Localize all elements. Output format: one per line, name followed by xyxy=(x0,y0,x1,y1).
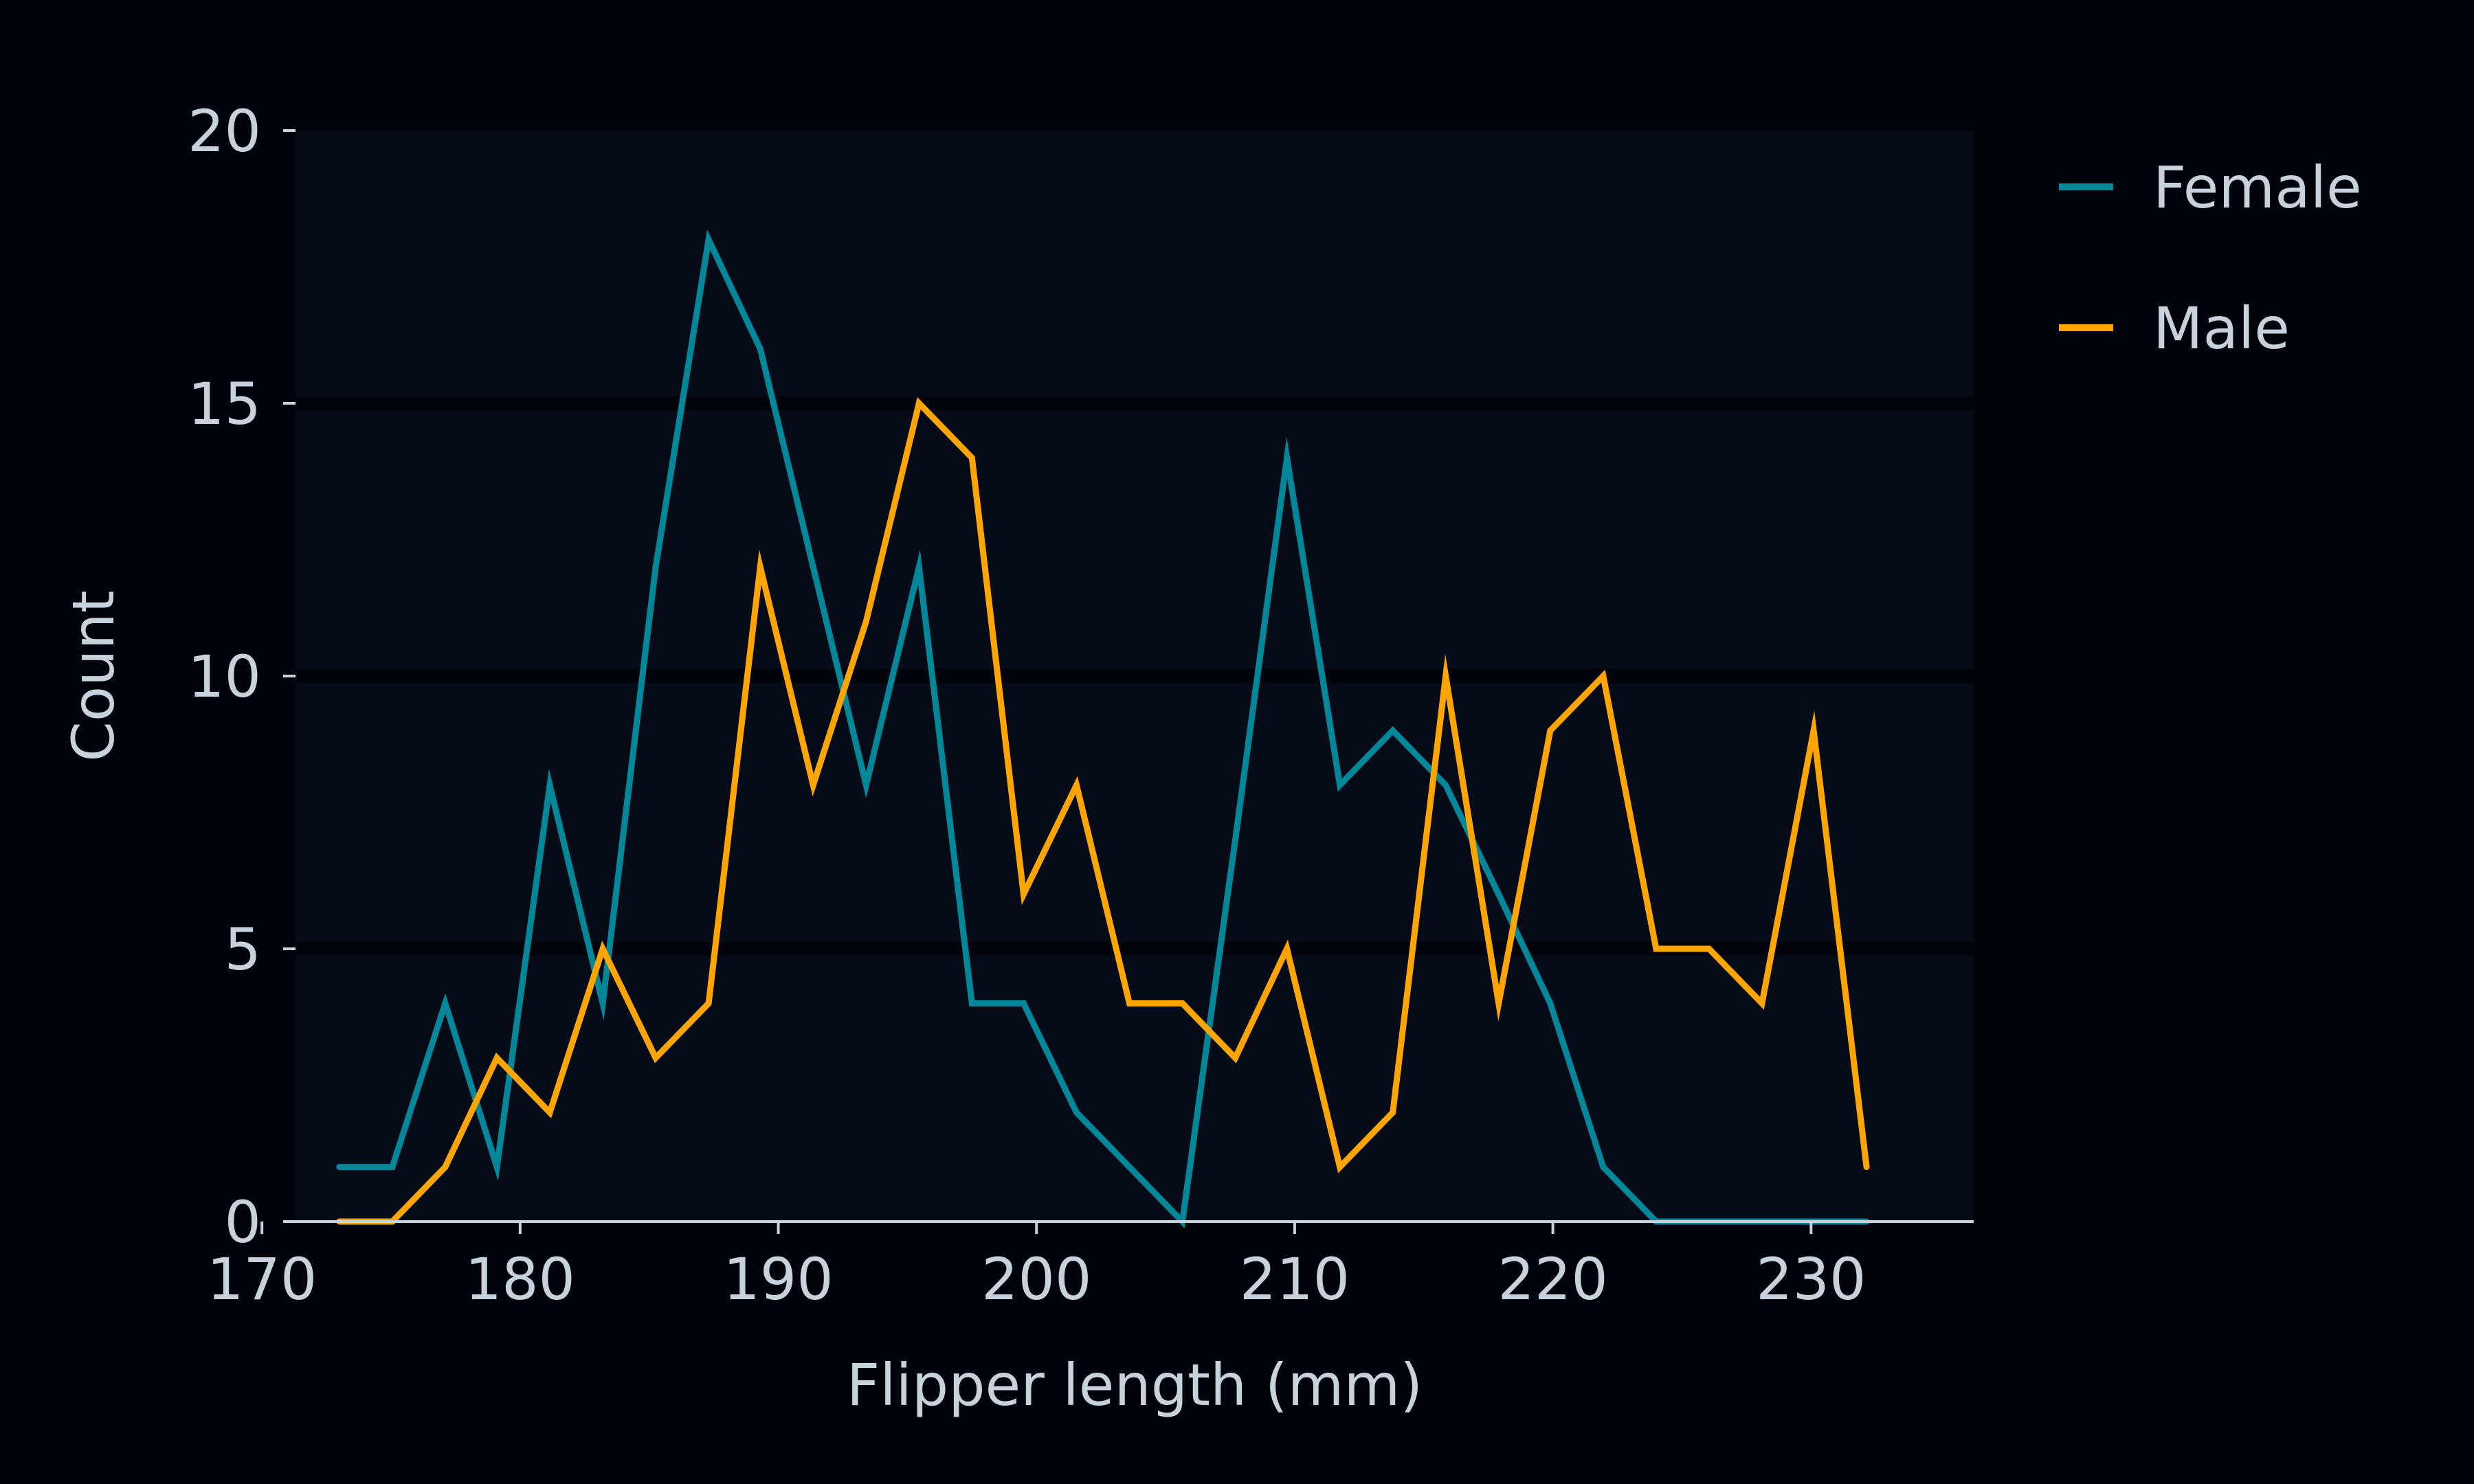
data-point-female xyxy=(1126,1164,1133,1171)
data-point-male xyxy=(1179,1000,1186,1007)
data-point-male xyxy=(1284,945,1291,952)
data-point-female xyxy=(652,563,659,570)
data-point-female xyxy=(1547,1000,1554,1007)
data-point-male xyxy=(1600,673,1607,679)
data-point-male xyxy=(1337,1164,1344,1171)
y-tick-label: 5 xyxy=(225,916,261,983)
data-point-male xyxy=(1232,1055,1239,1061)
x-tick-label: 230 xyxy=(1756,1246,1866,1313)
data-point-male xyxy=(1863,1164,1870,1171)
y-tick-label: 20 xyxy=(188,98,261,165)
data-point-female xyxy=(442,1000,449,1007)
data-point-male xyxy=(493,1055,500,1061)
data-point-male xyxy=(442,1164,449,1171)
data-point-male xyxy=(1442,673,1449,679)
data-point-female xyxy=(1495,891,1502,898)
data-point-male xyxy=(915,400,922,407)
data-point-male xyxy=(810,782,816,789)
data-point-female xyxy=(599,1000,606,1007)
data-point-female xyxy=(493,1164,500,1171)
data-point-male xyxy=(1706,945,1713,952)
data-point-male xyxy=(1020,891,1027,898)
data-point-male xyxy=(1653,945,1660,952)
data-point-female xyxy=(1600,1164,1607,1171)
data-point-female xyxy=(1073,1109,1080,1116)
y-tick-label: 15 xyxy=(188,370,261,438)
series-lines xyxy=(336,229,1870,1228)
data-point-male xyxy=(1810,727,1817,734)
data-point-female xyxy=(1337,782,1344,789)
data-point-male xyxy=(757,563,764,570)
data-point-female xyxy=(705,236,712,243)
data-point-male xyxy=(1126,1000,1133,1007)
x-tick-label: 200 xyxy=(981,1246,1091,1313)
legend: Female Male xyxy=(2059,154,2362,362)
data-point-female xyxy=(1232,836,1239,843)
x-tick-label: 170 xyxy=(207,1246,317,1313)
data-point-female xyxy=(757,346,764,352)
data-point-male xyxy=(599,945,606,952)
data-point-female xyxy=(862,782,869,789)
data-point-female xyxy=(1284,454,1291,461)
legend-label-male: Male xyxy=(2153,295,2290,362)
data-point-female xyxy=(336,1164,343,1171)
data-point-male xyxy=(546,1109,553,1116)
data-point-female xyxy=(1020,1000,1027,1007)
data-point-female xyxy=(915,563,922,570)
x-axis-label: Flipper length (mm) xyxy=(847,1351,1423,1419)
data-point-female xyxy=(546,782,553,789)
legend-label-female: Female xyxy=(2153,154,2362,221)
y-tick-label: 10 xyxy=(188,643,261,710)
data-point-male xyxy=(968,454,975,461)
x-tick-label: 190 xyxy=(723,1246,833,1313)
x-tick-label: 220 xyxy=(1497,1246,1607,1313)
data-point-male xyxy=(1547,727,1554,734)
data-point-male xyxy=(862,618,869,625)
y-axis-label: Count xyxy=(60,590,127,761)
data-point-female xyxy=(1442,782,1449,789)
x-tick-label: 210 xyxy=(1240,1246,1350,1313)
x-axis-ticks: 170 180 190 200 210 220 230 xyxy=(207,1222,1866,1313)
y-axis-ticks: 0 5 10 15 20 xyxy=(188,98,296,1256)
data-point-male xyxy=(705,1000,712,1007)
data-point-female xyxy=(389,1164,396,1171)
data-point-male xyxy=(1759,1000,1765,1007)
data-point-male xyxy=(1390,1109,1396,1116)
data-point-female xyxy=(810,563,816,570)
series-line-male xyxy=(339,397,1870,1225)
x-tick-label: 180 xyxy=(465,1246,575,1313)
data-point-female xyxy=(968,1000,975,1007)
data-point-female xyxy=(1390,727,1396,734)
data-point-male xyxy=(1073,782,1080,789)
y-tick-label: 0 xyxy=(225,1189,261,1256)
data-point-male xyxy=(1495,1000,1502,1007)
data-point-male xyxy=(652,1055,659,1061)
